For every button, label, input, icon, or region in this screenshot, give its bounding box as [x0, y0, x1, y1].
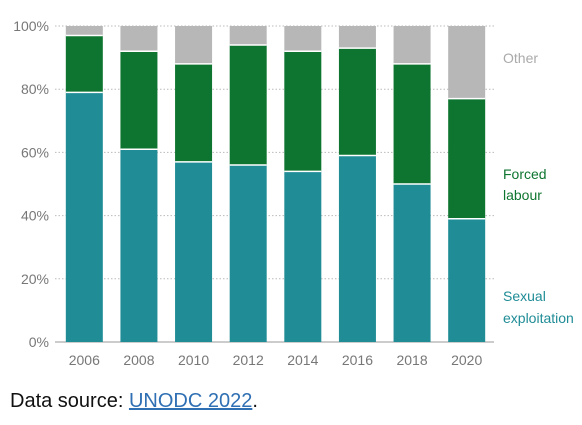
- bar-segment: [175, 26, 213, 64]
- legend: Other Forced labour Sexual exploitation: [503, 50, 574, 326]
- bar-segment: [284, 51, 322, 172]
- y-tick-label: 100%: [13, 18, 49, 34]
- y-tick-label: 0%: [29, 334, 49, 350]
- bar-segment: [393, 26, 431, 64]
- bar-segment: [120, 26, 158, 52]
- y-tick-label: 60%: [21, 144, 49, 160]
- legend-forced-line2: labour: [503, 187, 542, 203]
- x-tick-label: 2006: [69, 352, 100, 368]
- y-tick-label: 40%: [21, 208, 49, 224]
- bar-segment: [393, 63, 431, 184]
- legend-sexual-line1: Sexual: [503, 288, 546, 304]
- y-tick-label: 80%: [21, 81, 49, 97]
- y-tick-label: 20%: [21, 271, 49, 287]
- bar-segment: [229, 26, 267, 45]
- bar-segment: [448, 218, 486, 342]
- bar-segment: [65, 92, 103, 342]
- bar-segment: [120, 149, 158, 342]
- source-suffix: .: [252, 390, 258, 412]
- x-tick-label: 2010: [178, 352, 209, 368]
- bar-segment: [284, 171, 322, 342]
- x-tick-label: 2014: [287, 352, 318, 368]
- stacked-bar-chart: 0%20%40%60%80%100% 2006 2008 2010 2012 2014 2…: [13, 18, 574, 368]
- bar-segment: [65, 35, 103, 93]
- bar-segment: [229, 44, 267, 166]
- legend-sexual-line2: exploitation: [503, 310, 574, 326]
- bars: [65, 26, 486, 342]
- x-tick-label: 2008: [123, 352, 154, 368]
- x-axis-ticks: 2006 2008 2010 2012 2014 2016 2018 2020: [69, 352, 483, 368]
- bar-segment: [338, 155, 376, 342]
- bar-segment: [284, 26, 322, 52]
- y-axis-ticks: 0% 20% 40% 60% 80% 100%: [13, 18, 49, 350]
- bar-segment: [229, 165, 267, 342]
- bar-segment: [338, 48, 376, 156]
- x-tick-label: 2018: [396, 352, 427, 368]
- bar-segment: [65, 26, 103, 36]
- x-tick-label: 2016: [342, 352, 373, 368]
- bar-segment: [393, 184, 431, 342]
- source-prefix: Data source:: [10, 390, 129, 412]
- data-source-note: Data source: UNODC 2022.: [10, 390, 258, 413]
- legend-other: Other: [503, 50, 538, 66]
- bar-segment: [448, 98, 486, 219]
- bar-segment: [120, 51, 158, 150]
- bar-segment: [448, 26, 486, 99]
- bar-segment: [175, 161, 213, 342]
- bar-segment: [175, 63, 213, 162]
- x-tick-label: 2012: [233, 352, 264, 368]
- bar-segment: [338, 26, 376, 49]
- x-tick-label: 2020: [451, 352, 482, 368]
- legend-forced-line1: Forced: [503, 166, 547, 182]
- source-link[interactable]: UNODC 2022: [128, 390, 253, 412]
